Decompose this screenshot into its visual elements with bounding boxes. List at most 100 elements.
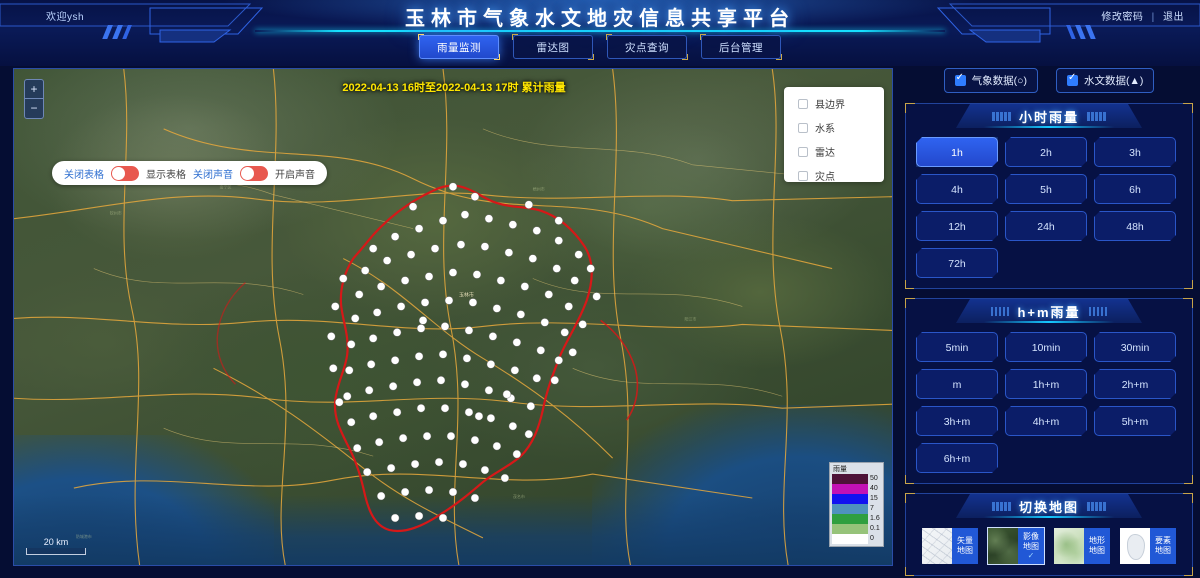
legend-swatch [832, 524, 868, 534]
map-scale-bar: 20 km [26, 537, 86, 555]
header-dots-left-icon [992, 501, 1011, 511]
layer-row-water-system[interactable]: 水系 [798, 120, 884, 135]
table-toggle-switch[interactable] [111, 165, 139, 181]
layer-row-county-boundary[interactable]: 县边界 [798, 96, 884, 111]
selected-check-icon: ✓ [1027, 551, 1035, 560]
map-zoom-controls[interactable]: + − [24, 79, 44, 119]
feature-map-label: 要素 地图 [1150, 528, 1176, 564]
map-type-options: 矢量 地图 影像 地图 ✓ 地形 地图 [916, 527, 1182, 565]
hourly-btn-6h[interactable]: 6h [1094, 174, 1176, 204]
meteorological-data-label: 气象数据(○) [971, 75, 1027, 87]
legend-value: 50 [870, 475, 878, 482]
legend-swatch [832, 474, 868, 484]
check-box-icon [1066, 72, 1078, 86]
vector-map-label: 矢量 地图 [952, 528, 978, 564]
water-system-checkbox[interactable] [798, 122, 808, 133]
hm-btn-4hm[interactable]: 4h+m [1005, 406, 1087, 436]
hourly-panel-header: 小时雨量 [906, 104, 1192, 128]
legend-swatch [832, 514, 868, 524]
vector-map-line2: 地图 [957, 546, 973, 555]
legend-row: 50 [832, 474, 881, 484]
svg-text:钦州市: 钦州市 [110, 210, 122, 216]
sound-toggle-switch[interactable] [240, 165, 268, 181]
layer-row-disaster-point[interactable]: 灾点 [798, 168, 884, 183]
county-boundary-checkbox[interactable] [798, 98, 808, 109]
hourly-btn-4h[interactable]: 4h [916, 174, 998, 204]
link-separator: | [1151, 12, 1155, 23]
map-option-feature[interactable]: 要素 地图 [1119, 527, 1177, 565]
hm-btn-5min[interactable]: 5min [916, 332, 998, 362]
terrain-map-line1: 地形 [1089, 536, 1105, 545]
hm-btn-m[interactable]: m [916, 369, 998, 399]
disaster-point-label: 灾点 [815, 172, 835, 183]
hm-btn-10min[interactable]: 10min [1005, 332, 1087, 362]
hm-btn-5hm[interactable]: 5h+m [1094, 406, 1176, 436]
city-boundary-overlay: 玉林市 [216, 184, 639, 532]
table-toggle-on-label: 显示表格 [146, 169, 186, 181]
data-source-checkboxes: 气象数据(○) 水文数据(▲) [905, 68, 1193, 93]
sound-toggle-knob [241, 166, 254, 180]
scale-bar-graphic [26, 548, 86, 555]
tab-rainfall-monitor[interactable]: 雨量监测 [418, 34, 500, 60]
hm-btn-1hm[interactable]: 1h+m [1005, 369, 1087, 399]
hourly-button-grid: 1h 2h 3h 4h 5h 6h 12h 24h 48h 72h [916, 137, 1182, 278]
hourly-panel-title: 小时雨量 [1018, 109, 1079, 125]
zoom-in-button[interactable]: + [25, 80, 43, 99]
header-dots-left-icon [990, 306, 1010, 316]
svg-text:梧州市: 梧州市 [533, 186, 545, 192]
hm-btn-2hm[interactable]: 2h+m [1094, 369, 1176, 399]
map-option-image[interactable]: 影像 地图 ✓ [987, 527, 1045, 565]
image-map-thumbnail-icon [988, 528, 1018, 564]
tab-radar-chart[interactable]: 雷达图 [512, 34, 594, 60]
map-toggle-bar: 关闭表格 显示表格 关闭声音 开启声音 [52, 161, 327, 185]
map-container[interactable]: 钦州市 南宁区 梧州市 阳江市 茂名市 防城港市 玉林市 [13, 68, 893, 566]
image-map-line2: 地图 [1023, 542, 1039, 551]
svg-text:防城港市: 防城港市 [76, 533, 92, 539]
radar-checkbox[interactable] [798, 146, 808, 157]
hydrological-data-checkbox[interactable]: 水文数据(▲) [1055, 68, 1155, 93]
vector-map-line1: 矢量 [957, 536, 973, 545]
hourly-btn-1h[interactable]: 1h [916, 137, 998, 167]
sound-toggle-on-label: 开启声音 [275, 169, 315, 181]
sound-toggle-off-label: 关闭声音 [193, 169, 233, 181]
hm-btn-3hm[interactable]: 3h+m [916, 406, 998, 436]
hourly-btn-2h[interactable]: 2h [1005, 137, 1087, 167]
zoom-out-button[interactable]: − [30, 101, 38, 115]
main-nav: 雨量监测 雷达图 灾点查询 后台管理 [0, 34, 1200, 66]
vector-map-thumbnail-icon [922, 528, 952, 564]
header-decoration-right [936, 3, 1200, 43]
layer-row-radar[interactable]: 雷达 [798, 144, 884, 159]
map-switch-title: 切换地图 [1018, 499, 1079, 515]
hourly-btn-5h[interactable]: 5h [1005, 174, 1087, 204]
hm-btn-30min[interactable]: 30min [1094, 332, 1176, 362]
disaster-point-checkbox[interactable] [798, 170, 808, 181]
hm-btn-6hm[interactable]: 6h+m [916, 443, 998, 473]
tab-disaster-query[interactable]: 灾点查询 [606, 34, 688, 60]
hourly-btn-12h[interactable]: 12h [916, 211, 998, 241]
legend-row: 7 [832, 504, 881, 514]
table-toggle-off-label: 关闭表格 [64, 169, 104, 181]
rainfall-station-markers[interactable] [14, 69, 892, 566]
meteorological-data-checkbox[interactable]: 气象数据(○) [943, 68, 1038, 93]
hourly-btn-72h[interactable]: 72h [916, 248, 998, 278]
header-account-links: 修改密码 | 退出 [1101, 8, 1184, 23]
legend-value: 0.1 [870, 525, 880, 532]
legend-swatch [832, 534, 868, 544]
map-option-vector[interactable]: 矢量 地图 [921, 527, 979, 565]
tab-admin[interactable]: 后台管理 [700, 34, 782, 60]
map-switch-header: 切换地图 [906, 494, 1192, 518]
hourly-btn-48h[interactable]: 48h [1094, 211, 1176, 241]
header-dots-right-icon [1087, 111, 1106, 121]
hourly-btn-24h[interactable]: 24h [1005, 211, 1087, 241]
map-option-terrain[interactable]: 地形 地图 [1053, 527, 1111, 565]
terrain-map-thumbnail-icon [1054, 528, 1084, 564]
rainfall-legend: 雨量 50 40 15 7 1.6 0.1 0 [829, 462, 884, 547]
feature-map-line1: 要素 [1155, 536, 1171, 545]
change-password-link[interactable]: 修改密码 [1101, 12, 1144, 23]
hm-panel-title: h+m雨量 [1017, 304, 1081, 320]
radar-label: 雷达 [815, 148, 835, 159]
hourly-btn-3h[interactable]: 3h [1094, 137, 1176, 167]
hm-panel-header: h+m雨量 [906, 299, 1192, 323]
header-glow [220, 0, 980, 30]
logout-link[interactable]: 退出 [1163, 12, 1184, 23]
